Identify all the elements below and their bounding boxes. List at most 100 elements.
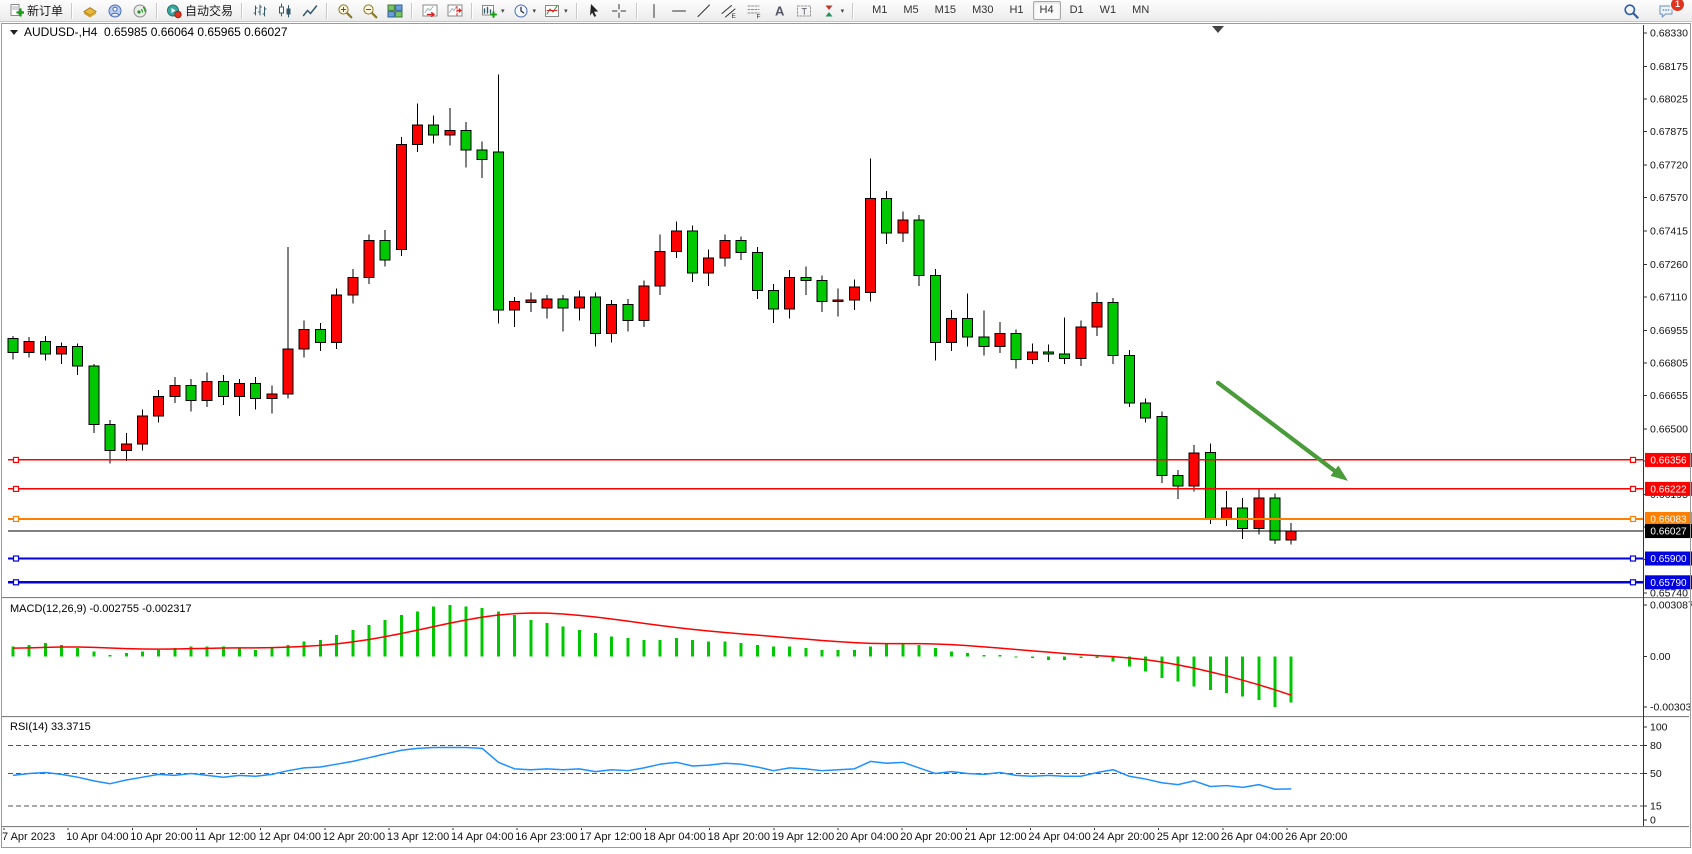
timeframe-button-h4[interactable]: H4 bbox=[1032, 1, 1061, 20]
candle bbox=[687, 225, 699, 282]
candle bbox=[185, 379, 197, 412]
resistance-line-1[interactable]: 0.66356 bbox=[8, 452, 1692, 467]
time-axis-label: 16 Apr 23:00 bbox=[515, 831, 577, 843]
line-handle[interactable] bbox=[1629, 485, 1637, 493]
line-handle[interactable] bbox=[12, 456, 20, 464]
chart-canvas[interactable]: 0.68330 0.68175 0.68025 0.67875 0.67720 0.675… bbox=[0, 22, 1692, 849]
navigator-icon bbox=[107, 3, 123, 19]
timeframe-button-m30[interactable]: M30 bbox=[972, 4, 994, 16]
vertical-line-button[interactable] bbox=[642, 1, 667, 21]
current-price-line[interactable]: 0.66027 bbox=[8, 524, 1692, 539]
time-axis-label: 25 Apr 12:00 bbox=[1157, 831, 1219, 843]
auto-scroll-button[interactable] bbox=[417, 1, 442, 21]
zoom-out-button[interactable] bbox=[357, 1, 382, 21]
candle bbox=[929, 268, 941, 361]
orange-level-line[interactable]: 0.66083 bbox=[8, 511, 1692, 526]
candle bbox=[1204, 443, 1216, 524]
cursor-button[interactable] bbox=[582, 1, 607, 21]
candle bbox=[428, 115, 440, 144]
line-chart-icon bbox=[302, 3, 318, 19]
macd-histogram-bar bbox=[1063, 656, 1067, 660]
timeframe-button-w1[interactable]: W1 bbox=[1099, 4, 1117, 16]
market-watch-button[interactable] bbox=[77, 1, 102, 21]
search-button[interactable] bbox=[1618, 1, 1643, 21]
macd-histogram-bar bbox=[11, 646, 15, 657]
horizontal-line-icon bbox=[671, 3, 687, 19]
chart-shift-button[interactable] bbox=[442, 1, 467, 21]
line-handle[interactable] bbox=[12, 515, 20, 523]
support-line-2[interactable]: 0.65790 bbox=[8, 575, 1692, 590]
line-handle[interactable] bbox=[1629, 515, 1637, 523]
macd-histogram-bar bbox=[1127, 656, 1131, 667]
period-dropdown[interactable]: ▾ bbox=[509, 1, 541, 21]
zoom-in-button[interactable] bbox=[332, 1, 357, 21]
macd-histogram-bar bbox=[383, 619, 387, 657]
candlestick-chart-button[interactable] bbox=[272, 1, 297, 21]
rsi-indicator-label: RSI(14) 33.3715 bbox=[10, 721, 91, 733]
line-handle[interactable] bbox=[1629, 456, 1637, 464]
macd-histogram-bar bbox=[577, 629, 581, 657]
candle bbox=[978, 310, 990, 356]
timeframe-button-m15[interactable]: M15 bbox=[934, 4, 957, 16]
line-handle[interactable] bbox=[12, 555, 20, 562]
time-axis-label: 10 Apr 04:00 bbox=[66, 831, 128, 843]
line-handle[interactable] bbox=[12, 485, 20, 493]
candle bbox=[1026, 343, 1038, 364]
arrows-dropdown[interactable]: ▾ bbox=[817, 1, 849, 21]
timeframe-button-m5[interactable]: M5 bbox=[903, 4, 919, 16]
crosshair-button[interactable] bbox=[607, 1, 632, 21]
fibonacci-button[interactable]: F bbox=[742, 1, 767, 21]
macd-histogram-bar bbox=[885, 643, 889, 657]
macd-histogram-bar bbox=[157, 649, 161, 657]
macd-histogram-bar bbox=[804, 648, 808, 657]
new-order-button[interactable]: 新订单 bbox=[4, 1, 67, 21]
equidistant-channel-button[interactable]: E bbox=[717, 1, 742, 21]
chart-shift-marker[interactable] bbox=[1212, 26, 1224, 33]
price-badge-label: 0.66083 bbox=[1650, 514, 1687, 525]
macd-histogram-bar bbox=[610, 636, 614, 657]
timeframe-button-m1[interactable]: M1 bbox=[872, 4, 888, 16]
macd-histogram-bar bbox=[1160, 656, 1164, 679]
navigator-button[interactable] bbox=[102, 1, 127, 21]
trendline-icon bbox=[696, 3, 712, 19]
macd-histogram-bar bbox=[626, 638, 630, 657]
trendline-button[interactable] bbox=[692, 1, 717, 21]
horizontal-line-button[interactable] bbox=[667, 1, 692, 21]
candle bbox=[881, 191, 893, 244]
template-dropdown[interactable]: ▾ bbox=[540, 1, 572, 21]
down-trend-arrow[interactable] bbox=[1215, 380, 1348, 481]
price-badge-label: 0.66222 bbox=[1650, 484, 1687, 495]
one-click-trading-toggle[interactable] bbox=[10, 30, 18, 35]
macd-histogram-bar bbox=[529, 619, 533, 657]
candle bbox=[72, 343, 84, 375]
bar-chart-button[interactable] bbox=[247, 1, 272, 21]
timeframe-button-mn[interactable]: MN bbox=[1132, 4, 1150, 16]
candle bbox=[735, 236, 747, 261]
time-axis-label: 10 Apr 20:00 bbox=[130, 831, 192, 843]
line-chart-button[interactable] bbox=[297, 1, 322, 21]
candle bbox=[217, 374, 229, 406]
candle bbox=[654, 234, 666, 295]
line-handle[interactable] bbox=[1629, 579, 1637, 586]
autotrading-button[interactable]: 自动交易 bbox=[162, 1, 237, 21]
line-handle[interactable] bbox=[12, 579, 20, 586]
candle bbox=[153, 389, 165, 423]
timeframe-button-d1[interactable]: D1 bbox=[1069, 4, 1084, 16]
text-label-button[interactable]: T bbox=[792, 1, 817, 21]
line-handle[interactable] bbox=[1629, 555, 1637, 562]
chat-button[interactable]: 1 bbox=[1653, 0, 1685, 21]
timeframe-button-h1[interactable]: H1 bbox=[1009, 4, 1024, 16]
text-button[interactable]: A bbox=[767, 1, 792, 21]
resistance-line-2[interactable]: 0.66222 bbox=[8, 481, 1692, 496]
macd-histogram-bar bbox=[302, 641, 306, 657]
tile-windows-button[interactable] bbox=[382, 1, 407, 21]
candle bbox=[719, 234, 731, 267]
new-chart-dropdown[interactable]: ▾ bbox=[477, 1, 509, 21]
chart-shift-icon bbox=[447, 3, 463, 19]
autotrading-icon bbox=[166, 3, 182, 19]
signals-button[interactable] bbox=[127, 1, 152, 21]
timeframe-group: M1 M5 M15 M30 H1 H4 D1 W1 MN bbox=[864, 1, 1157, 20]
support-line-1[interactable]: 0.65900 bbox=[8, 551, 1692, 566]
rsi-axis-label: 50 bbox=[1650, 768, 1662, 780]
macd-histogram-bar bbox=[1273, 656, 1277, 708]
